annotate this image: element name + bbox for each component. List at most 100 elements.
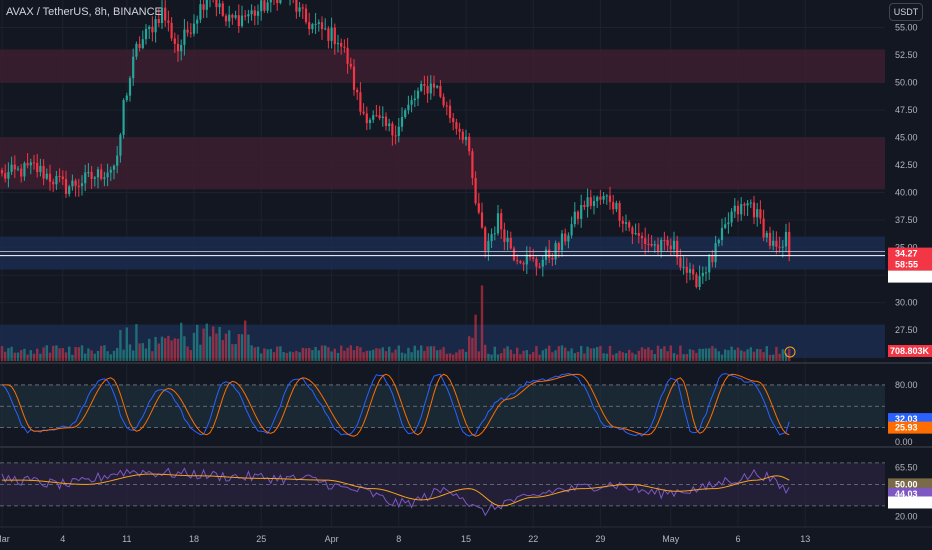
volume-bar <box>397 345 400 361</box>
candle-body <box>688 269 692 273</box>
candle-body <box>701 272 704 277</box>
candle-body <box>717 240 720 244</box>
candle-body <box>660 239 663 251</box>
stoch-tick-label: 80.00 <box>895 380 918 390</box>
candle-body <box>103 177 106 179</box>
low-line-tag: 34.05 <box>895 272 918 282</box>
y-tick-label: 52.50 <box>895 50 918 60</box>
volume-bar <box>692 350 695 361</box>
volume-bar <box>432 346 436 361</box>
volume-bar <box>154 336 157 361</box>
candle-body <box>362 111 365 114</box>
candle-body <box>352 66 356 90</box>
candle-body <box>708 255 711 273</box>
volume-bar <box>615 353 618 361</box>
volume-bar <box>80 345 84 361</box>
candle-body <box>372 115 375 120</box>
volume-bar <box>253 347 256 361</box>
candle-body <box>650 244 653 246</box>
candle-body <box>106 172 109 178</box>
candle-body <box>333 27 336 45</box>
candle-body <box>397 126 400 136</box>
candle-body <box>637 233 640 236</box>
candle-body <box>423 83 426 86</box>
last-price-tag-bg <box>888 247 932 260</box>
candle-body <box>71 180 74 187</box>
volume-bar <box>221 339 224 361</box>
candle-body <box>733 205 736 212</box>
volume-bar <box>717 351 720 361</box>
candle-body <box>128 78 132 96</box>
volume-bar <box>330 351 333 361</box>
volume-bar <box>634 354 637 361</box>
y-tick-label: 50.00 <box>895 78 918 88</box>
volume-bar <box>135 324 138 361</box>
volume-bar <box>247 334 250 361</box>
volume-bar <box>656 345 660 361</box>
candle-body <box>608 195 612 203</box>
volume-bar <box>4 351 7 361</box>
candle-body <box>503 229 506 242</box>
candle-body <box>93 177 96 179</box>
candle-body <box>148 26 151 29</box>
candle-body <box>122 100 125 135</box>
volume-bar <box>455 352 458 361</box>
candle-body <box>429 83 432 94</box>
volume-bar <box>55 345 58 361</box>
volume-bar <box>282 352 285 361</box>
candle-body <box>80 183 84 187</box>
candle-body <box>496 213 500 234</box>
candle-body <box>410 100 413 105</box>
stoch-d-tag-bg <box>888 421 932 434</box>
volume-bar <box>68 346 71 361</box>
volume-bar <box>484 344 487 361</box>
x-tick-label: 22 <box>528 534 538 544</box>
volume-bar <box>16 352 20 361</box>
candle-body <box>192 23 196 34</box>
volume-bar <box>442 347 445 361</box>
candle-body <box>266 2 269 11</box>
volume-bar <box>410 352 413 361</box>
y-tick-label: 35.00 <box>895 243 918 253</box>
x-tick-label: 15 <box>461 534 471 544</box>
candle-body <box>605 195 608 197</box>
volume-bar <box>605 353 608 361</box>
volume-bar <box>714 348 717 361</box>
volume-bar <box>333 348 336 361</box>
volume-bar <box>688 349 692 361</box>
candle-body <box>698 276 701 287</box>
candle-body <box>160 7 164 23</box>
candle-body <box>381 116 384 119</box>
candle-body <box>752 202 756 218</box>
candle-body <box>61 176 64 180</box>
candle-body <box>439 86 442 97</box>
supply-zone <box>0 137 885 190</box>
volume-bar <box>10 346 13 361</box>
candle-body <box>228 14 231 22</box>
volume-bar <box>765 346 768 361</box>
volume-bar <box>311 350 314 361</box>
candle-body <box>672 240 676 250</box>
volume-bar <box>224 333 228 361</box>
candle-body <box>756 209 759 218</box>
currency-button[interactable]: USDT <box>889 3 923 21</box>
candle-body <box>685 266 688 273</box>
candle-body <box>525 254 528 265</box>
candle-body <box>58 176 61 178</box>
candle-body <box>740 204 743 215</box>
candle-body <box>634 233 637 235</box>
candle-body <box>452 118 455 123</box>
candle-body <box>109 169 112 173</box>
volume-bar <box>592 348 596 361</box>
volume-bar <box>596 347 599 361</box>
candle-body <box>359 92 362 112</box>
volume-bar <box>516 347 519 361</box>
candle-body <box>154 19 157 33</box>
rsi-tag: 44.03 <box>895 489 918 499</box>
volume-bar <box>301 347 304 361</box>
volume-bar <box>404 353 407 361</box>
volume-bar <box>756 348 759 361</box>
volume-bar <box>512 353 516 361</box>
volume-bar <box>439 349 442 361</box>
